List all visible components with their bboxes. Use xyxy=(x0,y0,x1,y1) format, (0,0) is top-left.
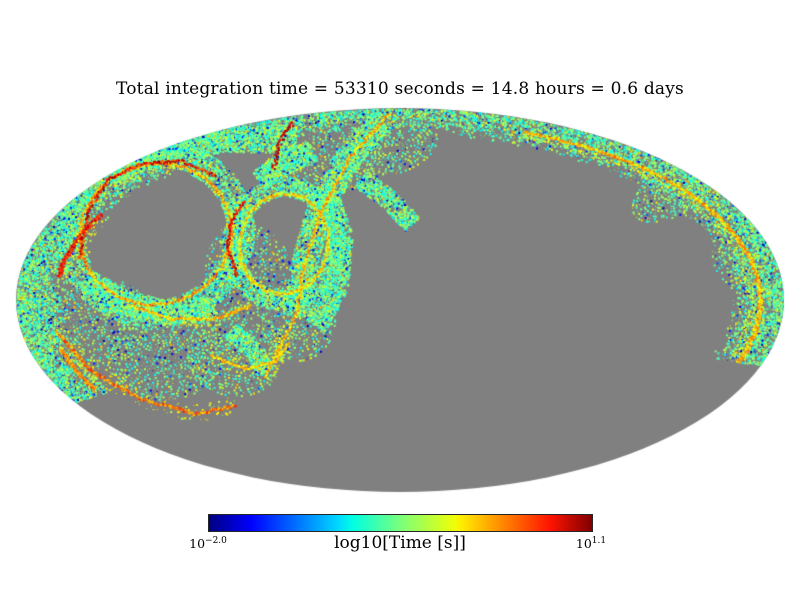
colorbar-tick-max: 101.1 xyxy=(576,536,606,551)
colorbar-tick-min-exponent: −2.0 xyxy=(205,536,227,546)
colorbar-gradient xyxy=(208,514,593,532)
colorbar-tick-min: 10−2.0 xyxy=(189,536,227,551)
figure-title: Total integration time = 53310 seconds =… xyxy=(116,79,684,99)
colorbar-tick-min-base: 10 xyxy=(189,536,206,552)
colorbar-tick-max-exponent: 1.1 xyxy=(591,536,607,546)
colorbar-tick-max-base: 10 xyxy=(575,536,592,552)
colorbar-label: log10[Time [s]] xyxy=(334,533,466,553)
